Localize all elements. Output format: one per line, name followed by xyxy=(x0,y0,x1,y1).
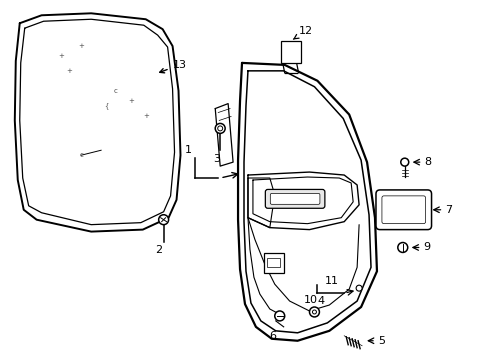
Text: +: + xyxy=(78,43,84,49)
Text: c: c xyxy=(79,152,83,158)
FancyBboxPatch shape xyxy=(270,193,319,204)
Text: 7: 7 xyxy=(445,205,451,215)
Text: +: + xyxy=(142,113,148,118)
Circle shape xyxy=(217,126,222,131)
Text: +: + xyxy=(66,68,72,74)
Text: 2: 2 xyxy=(155,246,162,256)
Text: {: { xyxy=(103,102,108,109)
Text: 13: 13 xyxy=(160,60,186,73)
Text: 1: 1 xyxy=(184,145,192,155)
Circle shape xyxy=(400,158,408,166)
Circle shape xyxy=(158,215,168,225)
Circle shape xyxy=(215,123,224,133)
Text: 10: 10 xyxy=(303,295,317,305)
Bar xyxy=(266,258,279,267)
Bar xyxy=(264,253,283,273)
Text: 5: 5 xyxy=(377,336,384,346)
FancyBboxPatch shape xyxy=(375,190,431,230)
FancyBboxPatch shape xyxy=(265,189,324,208)
Text: +: + xyxy=(128,98,134,104)
Text: 3: 3 xyxy=(212,154,219,164)
Text: 8: 8 xyxy=(424,157,431,167)
Text: 6: 6 xyxy=(269,331,276,341)
Circle shape xyxy=(355,285,361,291)
Text: 11: 11 xyxy=(324,276,338,286)
Text: c: c xyxy=(114,88,118,94)
Bar xyxy=(280,41,300,63)
Circle shape xyxy=(397,243,407,252)
Text: 4: 4 xyxy=(317,296,324,306)
Circle shape xyxy=(309,307,319,317)
FancyBboxPatch shape xyxy=(381,196,425,224)
Text: +: + xyxy=(59,53,64,59)
Circle shape xyxy=(312,310,316,314)
Circle shape xyxy=(274,311,284,321)
Text: 9: 9 xyxy=(423,243,430,252)
Text: 12: 12 xyxy=(293,26,312,39)
